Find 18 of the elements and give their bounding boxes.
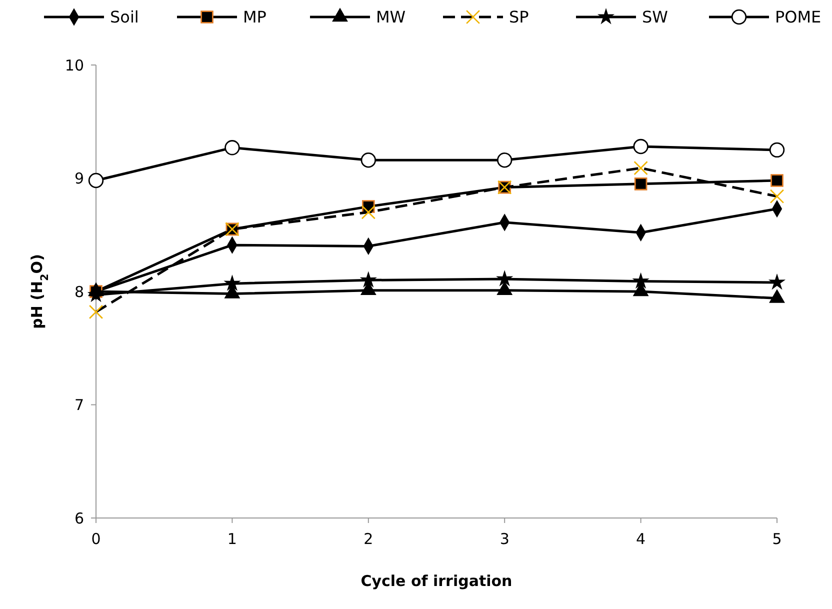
- y-tick-label: 8: [74, 282, 84, 301]
- legend-label: MP: [243, 8, 267, 27]
- x-tick-label: 2: [364, 530, 374, 548]
- y-tick-label: 6: [74, 509, 84, 528]
- x-tick-label: 3: [500, 530, 510, 548]
- x-tick-label: 1: [227, 530, 237, 548]
- legend-label: MW: [376, 8, 406, 27]
- legend-label: Soil: [110, 8, 139, 27]
- x-tick-label: 4: [636, 530, 646, 548]
- y-tick-label: 9: [74, 170, 84, 188]
- x-tick-label: 5: [772, 530, 782, 548]
- legend-label: SP: [509, 8, 530, 27]
- y-tick-label: 10: [64, 56, 84, 74]
- legend-label: POME: [775, 8, 822, 27]
- legend-label: SW: [642, 8, 668, 27]
- x-tick-label: 0: [91, 530, 101, 548]
- x-axis-title: Cycle of irrigation: [360, 572, 512, 590]
- y-tick-label: 7: [74, 396, 84, 414]
